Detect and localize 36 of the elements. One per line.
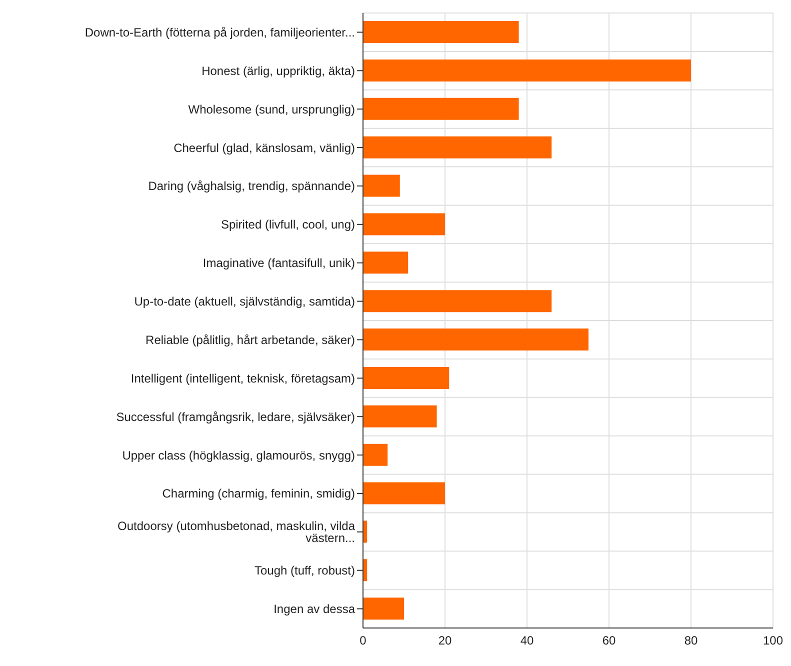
bar — [363, 213, 445, 236]
bar — [363, 290, 552, 312]
y-tick-label: Down-to-Earth (fötterna på jorden, familjeorienter... — [84, 25, 355, 40]
x-tick-label: 100 — [762, 634, 784, 648]
bar — [363, 405, 437, 428]
y-tick-label: Intelligent (intelligent, teknisk, företagsam) — [130, 371, 356, 386]
y-tick-label: Spirited (livfull, cool, ung) — [220, 218, 355, 232]
bar — [363, 136, 552, 158]
y-tick-label: Wholesome (sund, ursprunglig) — [188, 102, 355, 116]
x-tick-label: 60 — [602, 634, 616, 648]
x-tick-label: 40 — [520, 634, 534, 648]
y-tick-label: Daring (våghalsig, trendig, spännande) — [148, 179, 355, 194]
y-tick-label: Charming (charmig, feminin, smidig) — [162, 486, 355, 501]
bar — [363, 444, 388, 466]
bar — [363, 174, 400, 197]
bar — [363, 328, 588, 350]
x-tick-label: 0 — [360, 634, 367, 648]
bar — [363, 98, 519, 120]
y-tick-label: Imaginative (fantasifull, unik) — [202, 256, 355, 270]
y-tick-label: Successful (framgångsrik, ledare, självsäker) — [116, 410, 355, 424]
y-tick-label: Ingen av dessa — [274, 602, 356, 616]
bar — [363, 59, 691, 82]
bar — [363, 252, 408, 274]
bar — [363, 366, 450, 389]
y-tick-label: Honest (ärlig, uppriktig, äkta) — [202, 64, 355, 78]
bar — [363, 598, 404, 620]
y-tick-label: Up-to-date (aktuell, självständig, samtida) — [134, 294, 355, 309]
y-tick-label: Reliable (pålitlig, hårt arbetande, säker) — [146, 332, 355, 347]
y-tick-label: Upper class (högklassig, glamourös, snygg) — [122, 448, 355, 462]
bar — [363, 482, 445, 504]
bar — [363, 21, 519, 43]
y-tick-label: Cheerful (glad, känslosam, vänlig) — [174, 140, 355, 155]
y-tick-label: Outdoorsy (utomhusbetonad, maskulin, vilda västern... — [118, 519, 356, 546]
x-tick-label: 80 — [684, 634, 698, 648]
y-tick-label: Tough (tuff, robust) — [254, 564, 356, 578]
x-tick-label: 20 — [438, 634, 452, 648]
